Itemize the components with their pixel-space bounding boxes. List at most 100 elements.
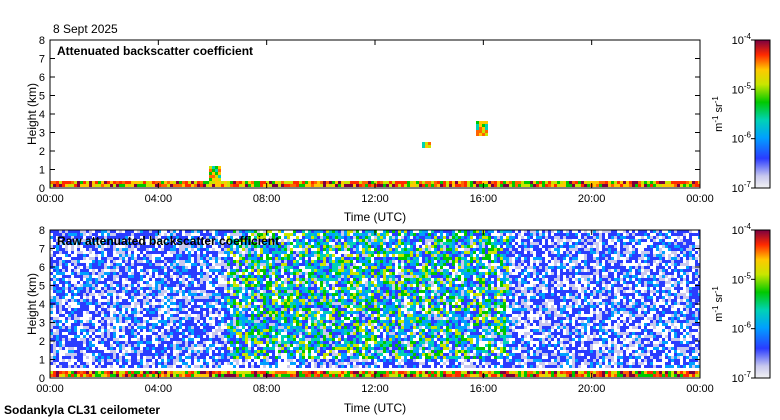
heatmap-cell (62, 305, 65, 308)
heatmap-cell (179, 332, 182, 335)
heatmap-cell (239, 344, 242, 347)
heatmap-cell (281, 281, 284, 284)
heatmap-cell (386, 290, 389, 293)
heatmap-cell (170, 320, 173, 323)
heatmap-cell (311, 233, 314, 236)
heatmap-cell (80, 242, 83, 245)
heatmap-cell (215, 278, 218, 281)
heatmap-cell (212, 175, 215, 178)
heatmap-cell (371, 338, 374, 341)
heatmap-cell (353, 251, 356, 254)
heatmap-cell (239, 335, 242, 338)
heatmap-cell (101, 281, 104, 284)
heatmap-cell (317, 248, 320, 251)
heatmap-cell (110, 239, 113, 242)
heatmap-cell (74, 371, 77, 374)
heatmap-cell (206, 263, 209, 266)
heatmap-cell (197, 284, 200, 287)
heatmap-cell (314, 347, 317, 350)
heatmap-cell (134, 323, 137, 326)
heatmap-cell (251, 260, 254, 263)
heatmap-cell (293, 374, 296, 377)
heatmap-cell (89, 278, 92, 281)
heatmap-cell (320, 245, 323, 248)
heatmap-cell (233, 281, 236, 284)
heatmap-cell (164, 365, 167, 368)
heatmap-cell (251, 338, 254, 341)
heatmap-cell (65, 248, 68, 251)
heatmap-cell (158, 308, 161, 311)
heatmap-cell (116, 281, 119, 284)
heatmap-cell (356, 248, 359, 251)
heatmap-cell (329, 181, 332, 184)
heatmap-cell (278, 341, 281, 344)
heatmap-cell (554, 181, 557, 184)
heatmap-cell (71, 260, 74, 263)
heatmap-cell (71, 314, 74, 317)
heatmap-cell (182, 184, 185, 187)
heatmap-cell (200, 344, 203, 347)
heatmap-cell (212, 317, 215, 320)
heatmap-cell (122, 181, 125, 184)
heatmap-cell (386, 269, 389, 272)
heatmap-cell (260, 260, 263, 263)
heatmap-cell (344, 233, 347, 236)
heatmap-cell (686, 181, 689, 184)
heatmap-cell (206, 272, 209, 275)
heatmap-cell (245, 359, 248, 362)
heatmap-cell (347, 311, 350, 314)
heatmap-cell (167, 344, 170, 347)
heatmap-cell (95, 365, 98, 368)
heatmap-cell (98, 269, 101, 272)
heatmap-cell (143, 242, 146, 245)
heatmap-cell (158, 314, 161, 317)
heatmap-cell (299, 329, 302, 332)
heatmap-cell (302, 308, 305, 311)
heatmap-cell (188, 181, 191, 184)
heatmap-cell (290, 362, 293, 365)
heatmap-cell (209, 323, 212, 326)
heatmap-cell (116, 242, 119, 245)
heatmap-cell (137, 230, 140, 233)
heatmap-cell (668, 184, 671, 187)
heatmap-cell (167, 266, 170, 269)
heatmap-cell (341, 233, 344, 236)
heatmap-cell (299, 347, 302, 350)
heatmap-cell (374, 266, 377, 269)
heatmap-cell (134, 181, 137, 184)
heatmap-cell (77, 302, 80, 305)
heatmap-cell (155, 233, 158, 236)
heatmap-cell (377, 353, 380, 356)
heatmap-cell (209, 266, 212, 269)
heatmap-cell (59, 305, 62, 308)
heatmap-cell (149, 353, 152, 356)
heatmap-cell (380, 260, 383, 263)
heatmap-cell (170, 287, 173, 290)
heatmap-cell (389, 266, 392, 269)
heatmap-cell (80, 257, 83, 260)
heatmap-cell (287, 236, 290, 239)
heatmap-cell (71, 308, 74, 311)
heatmap-cell (263, 335, 266, 338)
heatmap-cell (56, 272, 59, 275)
heatmap-cell (386, 302, 389, 305)
heatmap-cell (281, 314, 284, 317)
heatmap-cell (335, 293, 338, 296)
heatmap-cell (323, 311, 326, 314)
heatmap-cell (56, 293, 59, 296)
heatmap-cell (242, 374, 245, 377)
heatmap-cell (143, 184, 146, 187)
heatmap-cell (212, 178, 215, 181)
heatmap-cell (263, 359, 266, 362)
heatmap-cell (167, 278, 170, 281)
heatmap-cell (290, 317, 293, 320)
heatmap-cell (143, 281, 146, 284)
heatmap-cell (476, 184, 479, 187)
heatmap-cell (239, 305, 242, 308)
heatmap-cell (182, 311, 185, 314)
heatmap-cell (86, 365, 89, 368)
heatmap-cell (365, 359, 368, 362)
heatmap-cell (92, 350, 95, 353)
heatmap-cell (338, 299, 341, 302)
heatmap-cell (179, 323, 182, 326)
